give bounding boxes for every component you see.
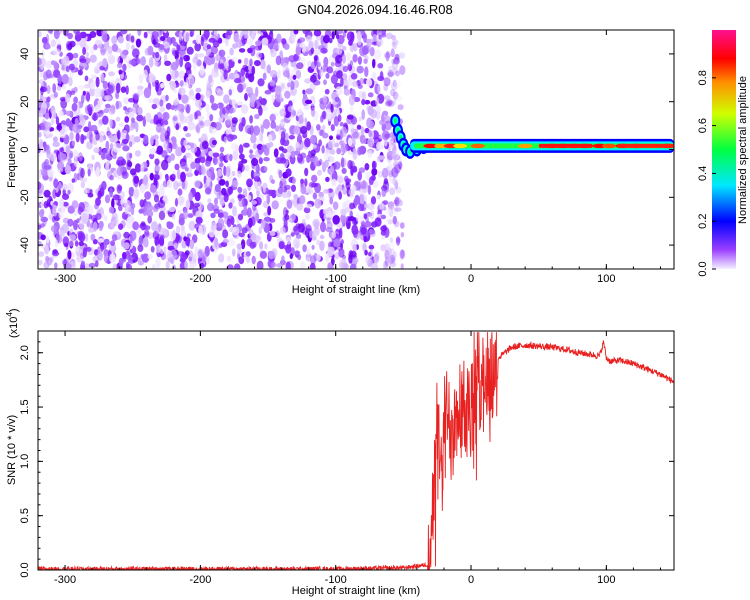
colorbar-tick-label: 0.6 <box>697 118 709 133</box>
y-tick-label: 0.0 <box>19 562 31 577</box>
signal-hot-run <box>617 143 674 148</box>
y-exponent-label: (x104) <box>5 308 20 338</box>
snr-plot-area <box>38 331 674 570</box>
x-tick-label: 0 <box>468 273 474 285</box>
x-axis-label: Height of straight line (km) <box>292 284 420 296</box>
y-exponent-close: ) <box>8 308 20 312</box>
x-tick-label: -300 <box>54 574 76 586</box>
signal-hotspot <box>602 143 617 149</box>
colorbar-tick-label: 0.2 <box>697 214 709 229</box>
colorbar-tick-label: 0.0 <box>697 261 709 276</box>
y-tick-label: 1.0 <box>19 454 31 469</box>
y-tick-label: 2.0 <box>19 345 31 360</box>
x-tick-label: -100 <box>325 574 347 586</box>
x-axis-label: Height of straight line (km) <box>292 585 420 597</box>
y-tick-label: 1.5 <box>19 399 31 414</box>
snr-series-line <box>38 332 674 570</box>
x-tick-label: -300 <box>54 273 76 285</box>
x-tick-label: 100 <box>597 273 615 285</box>
y-tick-label: 20 <box>19 96 31 108</box>
y-exponent-power: 4 <box>5 312 14 317</box>
signal-blob <box>393 118 397 124</box>
y-axis-label: Frequency (Hz) <box>6 112 18 188</box>
colorbar-tick-label: 0.8 <box>697 70 709 85</box>
y-axis-label: SNR (10 * v/v) <box>6 415 18 485</box>
snr-line-group <box>38 332 674 570</box>
y-tick-label: 40 <box>19 48 31 60</box>
signal-band <box>390 113 674 159</box>
x-tick-label: 0 <box>468 574 474 586</box>
signal-hot-run <box>538 143 593 148</box>
y-exponent-base: (x10 <box>8 317 20 338</box>
spectrogram-image <box>38 30 674 269</box>
signal-hotspot <box>453 143 468 149</box>
y-tick-label: 0.5 <box>19 508 31 523</box>
colorbar: 0.0 0.2 0.4 0.6 0.8 Normalized spectral ampli… <box>697 30 749 277</box>
noise-region <box>38 30 406 269</box>
colorbar-gradient <box>712 30 736 269</box>
y-tick-label: -40 <box>19 237 31 253</box>
y-tick-label: -20 <box>19 189 31 205</box>
signal-hotspot <box>423 143 438 149</box>
colorbar-label: Normalized spectral amplitude <box>737 76 749 224</box>
colorbar-tick-label: 0.4 <box>697 166 709 181</box>
x-tick-label: 100 <box>597 574 615 586</box>
y-tick-label: 0 <box>19 146 31 152</box>
x-tick-label: -200 <box>189 273 211 285</box>
snr-panel: -300 -200 -100 0 100 0.0 0.5 1.0 1.5 2.0 Height of… <box>5 308 675 597</box>
x-tick-label: -200 <box>189 574 211 586</box>
chart-title: GN04.2026.094.16.46.R08 <box>297 2 453 17</box>
signal-hotspot <box>470 143 485 149</box>
signal-hotspot <box>518 143 533 149</box>
x-tick-label: -100 <box>325 273 347 285</box>
